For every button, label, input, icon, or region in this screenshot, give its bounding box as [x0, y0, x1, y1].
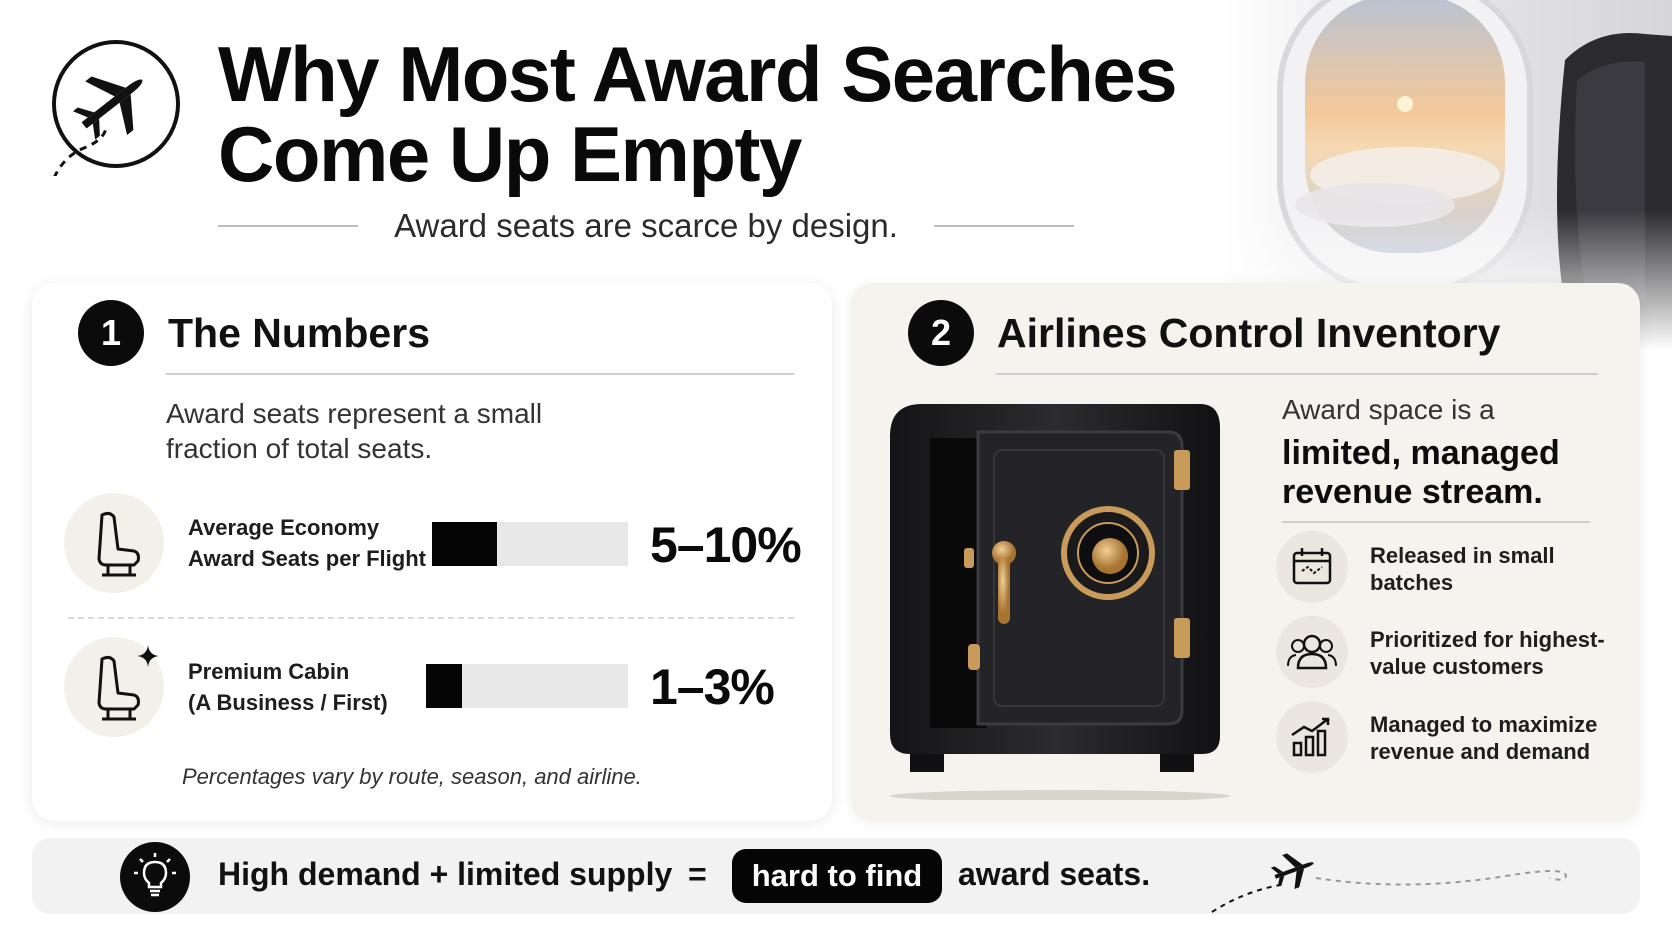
lightbulb-icon [120, 842, 190, 912]
subtitle-rule-right [933, 225, 1075, 227]
customers-icon [1287, 634, 1337, 670]
section-2-divider [1282, 521, 1590, 523]
feature-line-1: Managed to maximize [1370, 712, 1598, 737]
stat-divider [68, 617, 794, 619]
premium-bar-track [426, 664, 628, 708]
stat-label: Average Economy Award Seats per Flight [188, 512, 426, 574]
section-1-rule [166, 373, 794, 375]
feature-icon-circle [1276, 616, 1348, 688]
section-1-title: The Numbers [168, 310, 430, 356]
section-2-emphasis: limited, managed revenue stream. [1282, 434, 1622, 512]
revenue-chart-icon [1291, 717, 1330, 757]
feature-text: Managed to maximize revenue and demand [1370, 711, 1620, 765]
feature-icon-circle [1276, 531, 1348, 603]
economy-bar-track [432, 522, 628, 566]
feature-line-2: value customers [1370, 654, 1544, 679]
feature-line-2: batches [1370, 570, 1454, 595]
stat-label-line-1: Premium Cabin [188, 659, 350, 684]
banner-equals: = [688, 856, 707, 892]
stat-label: Premium Cabin (A Business / First) [188, 656, 388, 718]
description-line-2: fraction of total seats. [166, 433, 433, 464]
section-2-description: Award space is a [1282, 394, 1495, 425]
description-line-1: Award seats represent a small [166, 398, 543, 429]
calendar-icon [1292, 548, 1332, 585]
emphasis-line-2: revenue stream. [1282, 473, 1543, 511]
banner-part-1: High demand + limited supply [218, 856, 673, 892]
premium-bar-fill [426, 664, 462, 708]
title-line-2: Come Up Empty [218, 110, 802, 198]
stat-label-line-2: Award Seats per Flight [188, 546, 426, 571]
premium-seat-icon [97, 655, 140, 721]
banner-part-2: award seats. [958, 856, 1151, 892]
seat-icon [97, 511, 140, 577]
title-line-1: Why Most Award Searches [218, 30, 1178, 118]
section-1-badge: 1 [78, 300, 144, 366]
feature-icon-circle [1276, 701, 1348, 773]
airplane-logo-icon [52, 40, 180, 176]
subtitle-rule-left [218, 225, 359, 227]
feature-text: Released in small batches [1370, 542, 1620, 596]
stat-icon-circle [64, 493, 164, 593]
section-1-description: Award seats represent a small fraction o… [166, 396, 542, 466]
plane-trail-icon [1211, 853, 1568, 913]
section-2-rule [996, 373, 1598, 375]
feature-line-1: Prioritized for highest- [1370, 627, 1605, 652]
emphasis-line-1: limited, managed [1282, 434, 1560, 472]
feature-line-1: Released in small [1370, 543, 1555, 568]
feature-text: Prioritized for highest- value customers [1370, 626, 1620, 680]
premium-value: 1–3% [650, 659, 775, 715]
footnote: Percentages vary by route, season, and a… [182, 764, 642, 789]
subtitle: Award seats are scarce by design. [394, 207, 898, 244]
stat-label-line-1: Average Economy [188, 515, 380, 540]
section-2-title: Airlines Control Inventory [997, 310, 1501, 356]
economy-bar-fill [432, 522, 497, 566]
section-2-badge: 2 [908, 300, 974, 366]
subtitle-row: Award seats are scarce by design. [218, 206, 1075, 246]
stat-label-line-2: (A Business / First) [188, 690, 388, 715]
sparkle-icon [137, 645, 159, 667]
safe-image [890, 404, 1230, 800]
page-title: Why Most Award Searches Come Up Empty [218, 34, 1178, 194]
economy-value: 5–10% [650, 517, 802, 573]
feature-line-2: revenue and demand [1370, 739, 1591, 764]
banner-highlight: hard to find [732, 849, 942, 903]
